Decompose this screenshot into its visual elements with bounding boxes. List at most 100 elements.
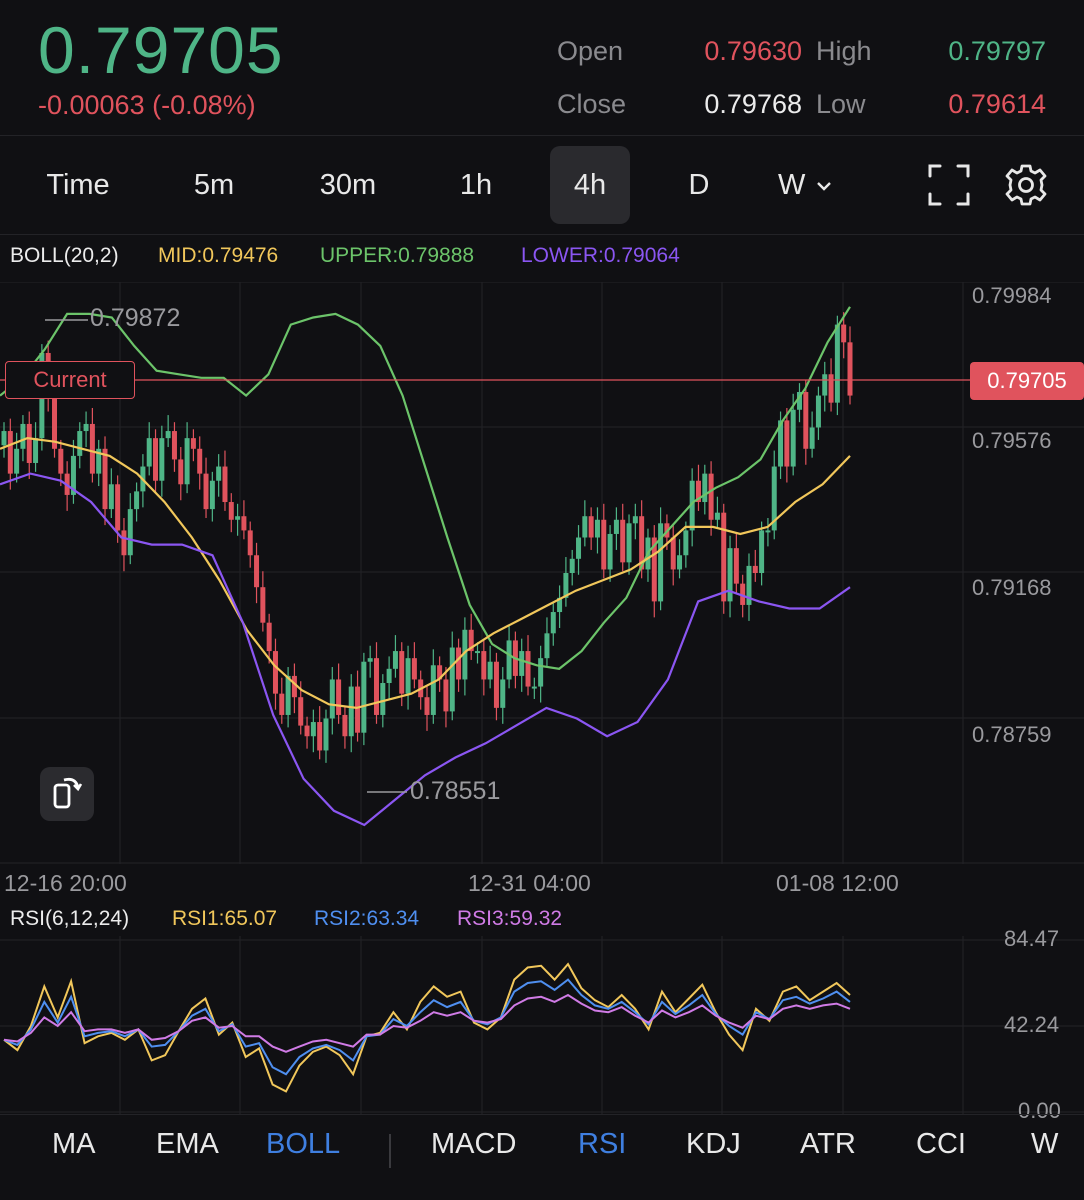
- indicator-tab-boll[interactable]: BOLL: [266, 1128, 341, 1160]
- candle-body: [683, 530, 689, 556]
- rotate-screen-button[interactable]: [40, 767, 94, 821]
- indicator-tab-rsi[interactable]: RSI: [578, 1128, 627, 1160]
- candle-body: [171, 431, 177, 460]
- candle-body: [70, 455, 76, 495]
- rsi-chart[interactable]: [0, 936, 1084, 1114]
- header-divider: [0, 135, 1084, 136]
- candle-body: [216, 466, 222, 481]
- candle-body: [708, 473, 714, 520]
- candle-body: [437, 665, 443, 680]
- rsi1-line: [3, 962, 851, 1093]
- candle-body: [841, 324, 847, 343]
- candle-body: [727, 548, 733, 602]
- candle-body: [538, 658, 544, 687]
- current-price-badge: 0.79705: [970, 362, 1084, 400]
- candle-body: [96, 448, 102, 474]
- candle-body: [456, 647, 462, 680]
- candle-body: [746, 565, 752, 605]
- candle-body: [771, 466, 777, 531]
- close-label: Close: [557, 89, 627, 119]
- candle-body: [834, 324, 840, 403]
- chevron-down-icon: [817, 182, 832, 192]
- high-value: 0.79797: [948, 36, 1046, 66]
- candle-body: [355, 686, 361, 733]
- candle-body: [569, 558, 575, 573]
- candle-body: [58, 448, 64, 474]
- candle-body: [83, 423, 89, 432]
- candle-body: [462, 629, 468, 680]
- candle-body: [430, 665, 436, 715]
- candle-body: [165, 431, 171, 439]
- current-price-tag: Current: [5, 361, 135, 399]
- tab-5m[interactable]: 5m: [193, 169, 235, 201]
- candle-body: [373, 658, 379, 715]
- candle-body: [752, 565, 758, 573]
- candle-body: [317, 722, 323, 751]
- candle-body: [790, 409, 796, 467]
- candle-body: [33, 438, 39, 463]
- candle-body: [651, 537, 657, 602]
- gear-icon[interactable]: [1003, 162, 1049, 208]
- candle-body: [361, 661, 367, 733]
- candle-body: [582, 516, 588, 538]
- tab-week-dropdown[interactable]: W: [778, 146, 848, 224]
- candle-body: [285, 675, 291, 715]
- candle-body: [272, 651, 278, 694]
- indicator-tab-macd[interactable]: MACD: [431, 1128, 517, 1160]
- candle-body: [241, 516, 247, 531]
- candle-body: [222, 466, 228, 503]
- time-axis-label: 12-16 20:00: [4, 870, 127, 896]
- candle-body: [304, 725, 310, 737]
- candle-body: [247, 530, 253, 556]
- candle-body: [803, 392, 809, 449]
- indicator-tab-ma[interactable]: MA: [52, 1128, 96, 1160]
- candle-body: [815, 395, 821, 428]
- candle-body: [392, 651, 398, 669]
- tab-1h[interactable]: 1h: [459, 169, 493, 201]
- candle-body: [809, 427, 815, 449]
- tab-time[interactable]: Time: [46, 169, 110, 201]
- rsi-legend-name: RSI(6,12,24): [10, 907, 130, 930]
- indicator-tab-w[interactable]: W: [1031, 1128, 1059, 1160]
- candle-body: [254, 555, 260, 588]
- indicator-divider: [0, 1114, 1084, 1115]
- tab-4h[interactable]: 4h: [550, 146, 630, 224]
- boll-legend-mid: MID:0.79476: [158, 244, 279, 267]
- candle-body: [714, 512, 720, 520]
- candle-body: [639, 516, 645, 570]
- candle-body: [563, 573, 569, 598]
- tab-30m[interactable]: 30m: [319, 169, 377, 201]
- candle-body: [594, 519, 600, 538]
- candle-body: [146, 438, 152, 467]
- candle-body: [153, 438, 159, 481]
- candle-body: [607, 533, 613, 570]
- candle-body: [443, 679, 449, 712]
- indicator-tab-ema[interactable]: EMA: [156, 1128, 219, 1160]
- candle-body: [342, 714, 348, 737]
- time-axis-label: 01-08 12:00: [776, 870, 899, 896]
- candle-body: [405, 658, 411, 694]
- candle-body: [468, 629, 474, 652]
- indicator-tab-kdj[interactable]: KDJ: [686, 1128, 741, 1160]
- candle-body: [544, 633, 550, 659]
- candle-body: [449, 647, 455, 712]
- indicator-tab-cci[interactable]: CCI: [916, 1128, 966, 1160]
- low-label: Low: [816, 89, 866, 119]
- candle-body: [702, 473, 708, 503]
- candle-body: [291, 675, 297, 698]
- fullscreen-icon[interactable]: [926, 162, 972, 208]
- candle-body: [506, 640, 512, 680]
- open-value: 0.79630: [704, 36, 802, 66]
- candle-body: [626, 523, 632, 563]
- candle-body: [519, 651, 525, 676]
- tab-day[interactable]: D: [688, 169, 710, 201]
- candle-body: [620, 519, 626, 563]
- price-chart[interactable]: [0, 282, 1084, 864]
- candle-body: [576, 537, 582, 559]
- indicator-tab-atr[interactable]: ATR: [800, 1128, 856, 1160]
- price-axis-label: 0.78759: [972, 722, 1052, 747]
- candle-body: [531, 686, 537, 689]
- boll-lower-line: [0, 472, 851, 827]
- candle-body: [601, 519, 607, 570]
- rsi-axis-label: 42.24: [1004, 1012, 1060, 1037]
